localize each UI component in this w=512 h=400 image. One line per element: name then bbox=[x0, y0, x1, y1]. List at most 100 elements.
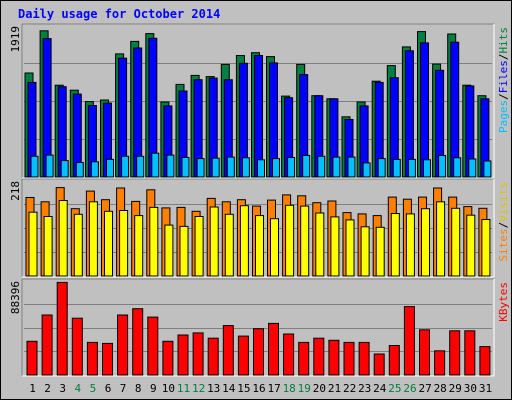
bar-kbytes bbox=[192, 332, 204, 376]
bar-sites bbox=[179, 225, 189, 277]
x-tick-label: 14 bbox=[222, 382, 236, 395]
bar-kbytes bbox=[479, 346, 491, 376]
bar-kbytes bbox=[162, 340, 174, 376]
legend-label-part: / bbox=[497, 222, 510, 229]
x-tick-label: 5 bbox=[90, 382, 97, 395]
bar-pages bbox=[257, 159, 265, 178]
x-tick-label: 10 bbox=[162, 382, 175, 395]
bar-files bbox=[420, 42, 429, 178]
bar-sites bbox=[73, 213, 83, 277]
bars bbox=[24, 30, 492, 376]
bar-kbytes bbox=[403, 306, 415, 376]
legend-label-part: Visits bbox=[497, 182, 510, 222]
legend-label-part: / bbox=[497, 54, 510, 61]
bar-pages bbox=[166, 154, 175, 178]
bar-kbytes bbox=[298, 341, 310, 376]
bar-kbytes bbox=[177, 334, 189, 376]
chart-title: Daily usage for October 2014 bbox=[18, 7, 221, 21]
bar-kbytes bbox=[41, 314, 53, 376]
x-tick-label: 31 bbox=[479, 382, 492, 395]
bar-pages bbox=[45, 154, 54, 178]
legend-label-part: Sites bbox=[497, 228, 510, 261]
legend-label: Sites/Visits bbox=[497, 182, 510, 262]
x-tick-label: 26 bbox=[403, 382, 416, 395]
bar-sites bbox=[270, 218, 279, 277]
bar-kbytes bbox=[147, 316, 159, 376]
x-tick-label: 11 bbox=[177, 382, 190, 395]
bar-pages bbox=[90, 161, 99, 178]
legend-label-part: / bbox=[497, 93, 510, 100]
bar-sites bbox=[134, 215, 144, 277]
bar-kbytes bbox=[26, 340, 38, 376]
bar-kbytes bbox=[117, 314, 129, 376]
bar-kbytes bbox=[71, 317, 83, 376]
bar-pages bbox=[317, 155, 326, 178]
bar-pages bbox=[121, 155, 130, 178]
x-tick-label: 16 bbox=[252, 382, 265, 395]
x-tick-label: 18 bbox=[283, 382, 296, 395]
bar-sites bbox=[239, 205, 249, 277]
x-axis-labels: 1 2 3 4 5 6 7 8 9 10 11 12 13 14 15 16 17 18 19 20 21 22 23 24 2… bbox=[29, 382, 492, 395]
bar-sites bbox=[88, 201, 98, 277]
bar-kbytes bbox=[222, 325, 234, 376]
bar-sites bbox=[119, 210, 129, 277]
x-tick-label: 29 bbox=[449, 382, 462, 395]
bar-kbytes bbox=[343, 341, 355, 376]
x-tick-label: 1 bbox=[29, 382, 36, 395]
bar-sites bbox=[285, 204, 295, 277]
x-tick-label: 13 bbox=[207, 382, 220, 395]
x-tick-label: 17 bbox=[267, 382, 280, 395]
bar-kbytes bbox=[86, 341, 98, 376]
legend-label-part: Pages bbox=[497, 100, 510, 133]
bar-sites bbox=[104, 210, 113, 277]
bar-kbytes bbox=[313, 337, 325, 376]
x-tick-label: 21 bbox=[328, 382, 341, 395]
legend-label-part: Files bbox=[497, 60, 510, 93]
bar-pages bbox=[483, 160, 492, 178]
bar-pages bbox=[226, 156, 235, 178]
bar-pages bbox=[211, 157, 220, 178]
bar-kbytes bbox=[373, 353, 385, 376]
bar-pages bbox=[423, 159, 431, 178]
bar-sites bbox=[315, 212, 325, 277]
legend-label: Pages/Files/Hits bbox=[497, 27, 510, 133]
legend-label: KBytes bbox=[497, 282, 510, 322]
y-max-label: 88396 bbox=[9, 281, 22, 314]
bar-pages bbox=[151, 152, 160, 178]
bar-kbytes bbox=[358, 341, 370, 376]
x-tick-label: 8 bbox=[135, 382, 142, 395]
x-tick-label: 7 bbox=[120, 382, 127, 395]
bar-sites bbox=[390, 213, 400, 277]
bar-pages bbox=[75, 162, 84, 178]
bar-pages bbox=[60, 160, 69, 178]
x-tick-label: 19 bbox=[298, 382, 311, 395]
x-tick-label: 4 bbox=[74, 382, 81, 395]
bar-pages bbox=[362, 162, 371, 178]
bar-kbytes bbox=[237, 335, 249, 376]
bar-sites bbox=[28, 211, 38, 277]
bar-files bbox=[254, 55, 263, 178]
y-axis-labels: 1919 218 88396 bbox=[9, 26, 22, 314]
bar-files bbox=[450, 41, 460, 178]
bar-sites bbox=[405, 213, 415, 277]
y-max-label: 1919 bbox=[9, 26, 22, 53]
bar-sites bbox=[224, 213, 234, 277]
bar-pages bbox=[407, 158, 416, 178]
bar-sites bbox=[375, 226, 385, 277]
bar-pages bbox=[181, 157, 190, 178]
bar-kbytes bbox=[268, 322, 279, 376]
bar-kbytes bbox=[419, 329, 430, 376]
x-tick-label: 30 bbox=[464, 382, 477, 395]
bar-kbytes bbox=[434, 350, 446, 376]
x-tick-label: 6 bbox=[105, 382, 112, 395]
bar-sites bbox=[43, 216, 53, 277]
bar-sites bbox=[436, 201, 446, 277]
bar-pages bbox=[347, 156, 356, 178]
bar-pages bbox=[272, 158, 280, 178]
x-tick-label: 20 bbox=[313, 382, 326, 395]
x-tick-label: 23 bbox=[358, 382, 371, 395]
bar-kbytes bbox=[253, 328, 264, 376]
bar-sites bbox=[330, 216, 340, 277]
